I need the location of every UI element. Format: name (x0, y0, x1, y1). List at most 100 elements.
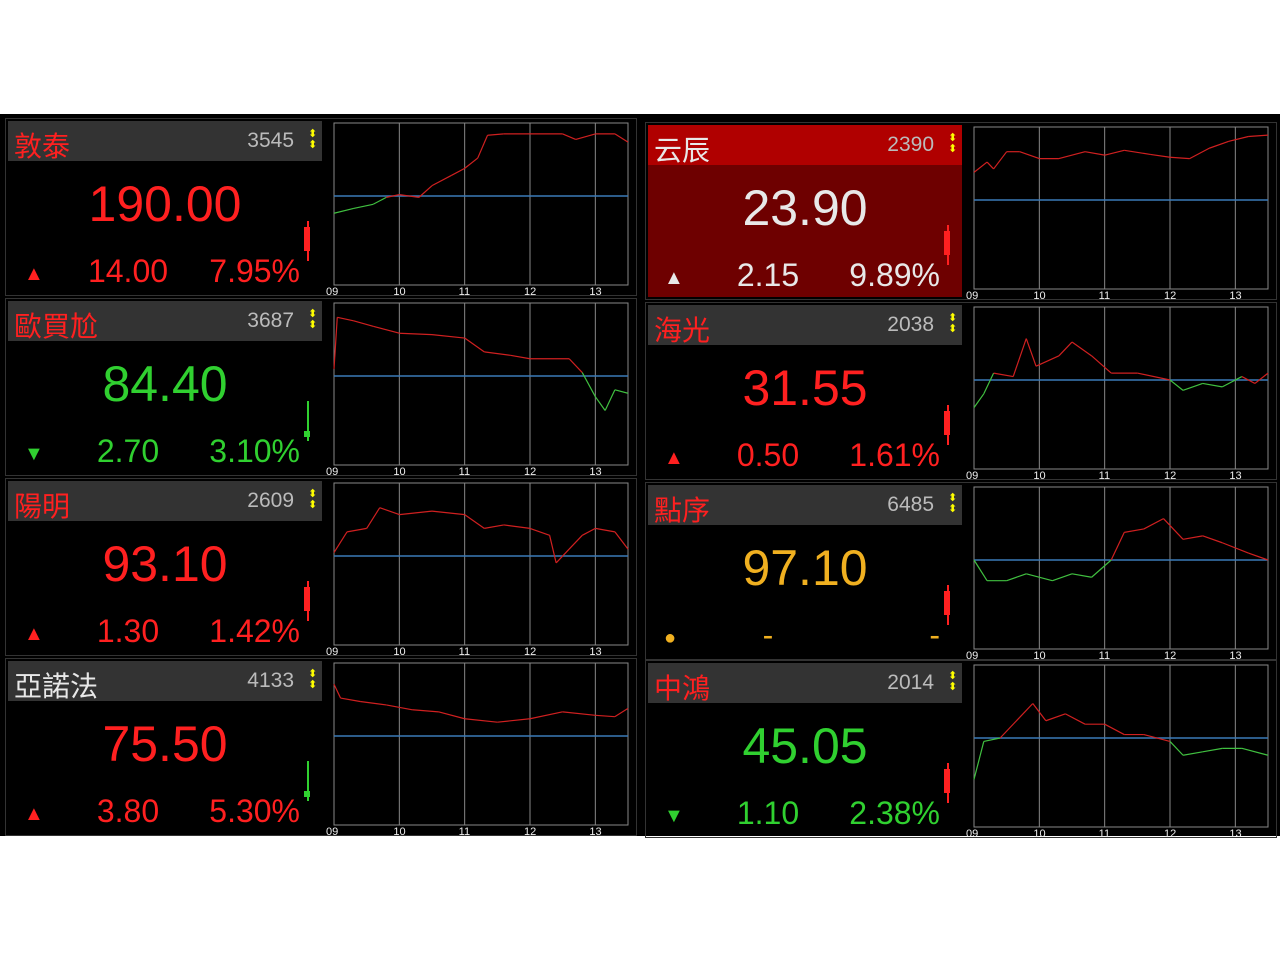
candle-icon (944, 769, 950, 793)
price-line-segment (594, 396, 606, 411)
time-tick-label: 13 (1229, 470, 1241, 479)
stock-name: 亞諾法 (14, 670, 99, 703)
price-line-segment (973, 559, 988, 582)
stock-name: 歐買尬 (14, 310, 99, 343)
time-tick-label: 13 (1229, 290, 1241, 299)
candle-icon (304, 431, 310, 437)
price-line-segment (386, 704, 413, 711)
percent-change: - (929, 617, 940, 653)
price-line-segment (340, 697, 361, 703)
chart-frame (333, 482, 629, 646)
price-line-segment (1222, 542, 1249, 554)
price-line-segment (614, 531, 629, 550)
stock-card[interactable]: 敦泰 3545 ⬍ ⬍ 190.00 ▲ 14.00 7.95% 09 10 11 12… (5, 118, 637, 296)
stock-code: 4133 (247, 669, 294, 692)
price-line-segment (431, 334, 465, 339)
stock-card[interactable]: 云辰 2390 ⬍ ⬍ 23.90 ▲ 2.15 9.89% 09 10 11 12 13 (645, 122, 1277, 300)
last-price: 45.05 (742, 718, 868, 774)
time-tick-label: 13 (1229, 650, 1241, 659)
candle-icon (304, 587, 310, 611)
price-line-segment (555, 548, 570, 564)
stock-card[interactable]: 歐買尬 3687 ⬍ ⬍ 84.40 ▼ 2.70 3.10% 09 10 11 12 1… (5, 298, 637, 476)
chart-frame (333, 302, 629, 466)
flat-dot-icon: ● (664, 627, 677, 649)
down-triangle-icon: ▼ (664, 805, 684, 827)
price-line-segment (1058, 341, 1073, 357)
reorder-icon[interactable]: ⬍ ⬍ (948, 312, 958, 335)
price-line-segment (1169, 379, 1184, 391)
price-line-segment (1137, 372, 1171, 381)
stock-card[interactable]: 亞諾法 4133 ⬍ ⬍ 75.50 ▲ 3.80 5.30% 09 10 11 12 1… (5, 658, 637, 836)
stock-code: 3545 (247, 129, 294, 152)
price-line-segment (360, 700, 387, 706)
stock-card[interactable]: 點序 6485 ⬍ ⬍ 97.10 ● - - 09 10 11 12 13 (645, 482, 1277, 660)
price-line-segment (497, 718, 531, 723)
time-tick-label: 12 (524, 646, 536, 655)
price-line-segment (1091, 559, 1112, 578)
reorder-icon[interactable]: ⬍ ⬍ (308, 308, 318, 331)
time-tick-label: 12 (1164, 828, 1176, 837)
price-line-segment (1091, 355, 1112, 374)
price-line-segment (464, 514, 485, 529)
time-tick-label: 11 (459, 826, 470, 835)
price-line-segment (581, 527, 596, 536)
price-line-segment (604, 389, 616, 411)
price-line-segment (399, 194, 420, 198)
price-line-segment (333, 683, 342, 699)
stock-header[interactable]: 點序 6485 ⬍ ⬍ (648, 485, 962, 527)
time-tick-label: 11 (459, 286, 470, 295)
stock-card[interactable]: 中鴻 2014 ⬍ ⬍ 45.05 ▼ 1.10 2.38% 09 10 11 12 13 (645, 660, 1277, 838)
stock-header[interactable]: 中鴻 2014 ⬍ ⬍ (648, 663, 962, 705)
stock-header[interactable]: 敦泰 3545 ⬍ ⬍ (8, 121, 322, 163)
price-line-segment (477, 135, 489, 159)
price-line-segment (1169, 741, 1184, 756)
stock-header[interactable]: 陽明 2609 ⬍ ⬍ (8, 481, 322, 523)
reorder-icon[interactable]: ⬍ ⬍ (308, 128, 318, 151)
time-tick-label: 09 (326, 286, 338, 295)
price-line-segment (1019, 703, 1034, 718)
stock-name: 海光 (654, 314, 711, 347)
reorder-icon[interactable]: ⬍ ⬍ (308, 668, 318, 691)
price-line-segment (431, 510, 465, 516)
price-line-segment (487, 133, 504, 136)
stock-code: 3687 (247, 309, 294, 332)
stock-code: 2014 (887, 671, 934, 694)
stock-header[interactable]: 云辰 2390 ⬍ ⬍ (648, 125, 962, 167)
time-tick-label: 13 (1229, 828, 1241, 837)
reorder-icon[interactable]: ⬍ ⬍ (948, 132, 958, 155)
stock-header[interactable]: 海光 2038 ⬍ ⬍ (648, 305, 962, 347)
chart-frame (333, 122, 629, 286)
price-change: 3.80 (96, 793, 160, 829)
time-tick-label: 12 (1164, 470, 1176, 479)
candle-icon (944, 231, 950, 255)
stock-header[interactable]: 亞諾法 4133 ⬍ ⬍ (8, 661, 322, 703)
stock-card[interactable]: 陽明 2609 ⬍ ⬍ 93.10 ▲ 1.30 1.42% 09 10 11 12 13 (5, 478, 637, 656)
quote-body: 75.50 ▲ 3.80 5.30% (8, 701, 322, 833)
price-line-segment (568, 358, 583, 373)
reorder-icon[interactable]: ⬍ ⬍ (308, 488, 318, 511)
percent-change: 7.95% (209, 253, 300, 289)
stock-header[interactable]: 歐買尬 3687 ⬍ ⬍ (8, 301, 322, 343)
price-line-segment (1254, 372, 1269, 384)
stock-card[interactable]: 海光 2038 ⬍ ⬍ 31.55 ▲ 0.50 1.61% 09 10 11 12 13 (645, 302, 1277, 480)
price-line-segment (1104, 723, 1125, 736)
reorder-icon[interactable]: ⬍ ⬍ (948, 670, 958, 693)
time-tick-label: 10 (393, 466, 405, 475)
price-line-segment (337, 316, 354, 322)
candle-icon (304, 227, 310, 251)
price-line-segment (503, 524, 531, 529)
price-line-segment (1248, 134, 1269, 138)
up-triangle-icon: ▲ (664, 447, 684, 469)
stock-code: 2038 (887, 313, 934, 336)
price-line-segment (1248, 552, 1269, 561)
price-line-segment (1202, 535, 1223, 544)
reorder-icon[interactable]: ⬍ ⬍ (948, 492, 958, 515)
stock-code: 2609 (247, 489, 294, 512)
intraday-chart: 09 10 11 12 13 (966, 486, 1269, 659)
time-tick-label: 11 (1099, 290, 1110, 299)
last-price: 75.50 (102, 716, 228, 772)
stock-code: 6485 (887, 493, 934, 516)
price-change: 0.50 (736, 437, 800, 473)
price-line-segment (333, 317, 338, 370)
price-line-segment (1241, 376, 1256, 384)
